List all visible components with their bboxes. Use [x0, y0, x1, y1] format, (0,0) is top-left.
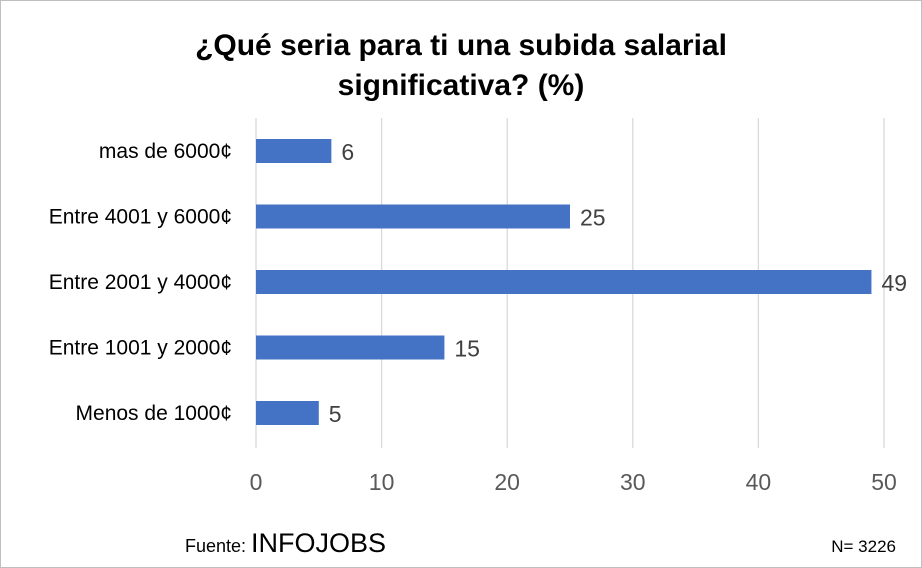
- bar: [256, 335, 445, 360]
- bar: [256, 204, 570, 229]
- category-labels: mas de 6000¢ Entre 4001 y 6000¢ Entre 2001…: [49, 140, 232, 425]
- chart-title: ¿Qué seria para ti una subida salarial s…: [0, 26, 922, 106]
- bars: [256, 139, 872, 425]
- x-tick-label: 10: [369, 469, 395, 495]
- value-labels: 6 25 49 15 5: [329, 139, 907, 427]
- x-tick-label: 30: [620, 469, 646, 495]
- category-label: Menos de 1000¢: [76, 402, 232, 425]
- value-label: 49: [881, 270, 907, 296]
- source-note: Fuente: INFOJOBS: [185, 528, 386, 559]
- category-label: Entre 4001 y 6000¢: [49, 206, 232, 229]
- source-name: INFOJOBS: [251, 528, 387, 558]
- source-prefix: Fuente:: [185, 536, 252, 556]
- bar: [256, 401, 319, 425]
- sample-size: N= 3226: [831, 537, 896, 556]
- x-axis-tick-labels: 0 10 20 30 40 50: [250, 469, 897, 495]
- chart-title-line-1: ¿Qué seria para ti una subida salarial: [195, 29, 727, 62]
- x-tick-label: 0: [250, 469, 263, 495]
- bar: [256, 139, 332, 163]
- category-label: Entre 2001 y 4000¢: [49, 271, 232, 294]
- category-label: Entre 1001 y 2000¢: [49, 337, 232, 360]
- x-tick-label: 40: [746, 469, 772, 495]
- chart-title-line-2: significativa? (%): [337, 69, 585, 102]
- x-tick-label: 20: [494, 469, 520, 495]
- value-label: 15: [454, 336, 480, 362]
- category-label: mas de 6000¢: [99, 140, 232, 163]
- bar: [256, 270, 872, 294]
- value-label: 25: [580, 205, 606, 231]
- value-label: 6: [341, 139, 354, 165]
- value-label: 5: [329, 401, 342, 427]
- x-tick-label: 50: [871, 469, 897, 495]
